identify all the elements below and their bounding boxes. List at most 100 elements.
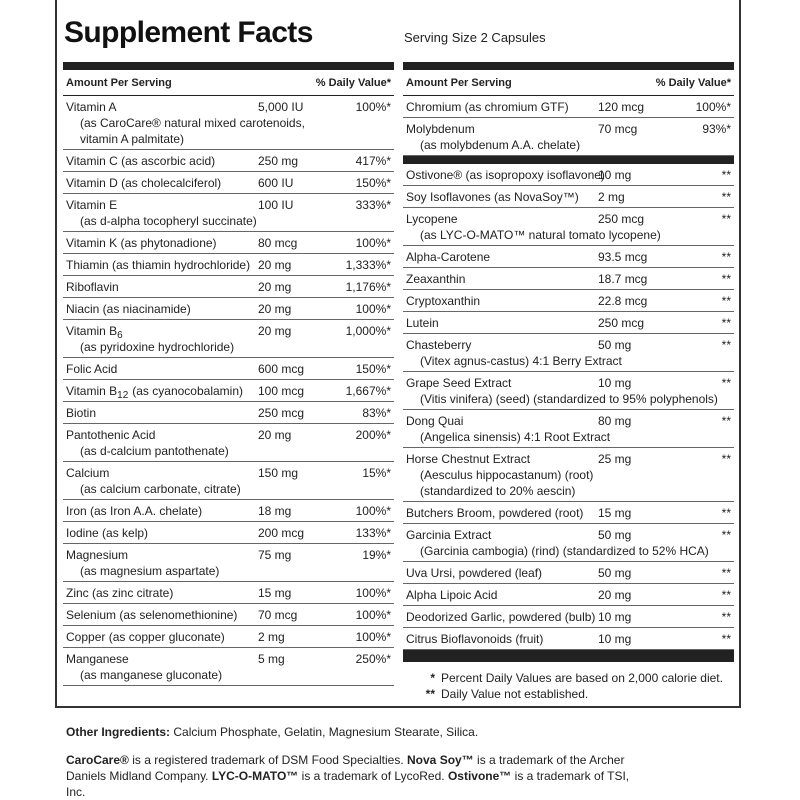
trademark-text: is a trademark of TSI, Inc.	[66, 769, 630, 799]
nutrient-name-cell: Iodine (as kelp)	[66, 525, 258, 541]
amount: 20 mg	[258, 258, 292, 272]
row-line: Alpha Lipoic Acid 20 mg **	[406, 587, 731, 603]
row-line: Uva Ursi, powdered (leaf) 50 mg **	[406, 565, 731, 581]
nutrient-row: Lutein 250 mcg **	[403, 312, 734, 334]
other-ingredients-label: Other Ingredients:	[66, 725, 171, 739]
nutrient-name: Dong Quai	[406, 414, 464, 428]
daily-value: **	[721, 566, 731, 580]
amount: 2 mg	[598, 190, 625, 204]
nutrient-name-cell: Chasteberry	[406, 337, 598, 353]
nutrient-name-cell: Selenium (as selenomethionine)	[66, 607, 258, 623]
nutrient-name-cell: Uva Ursi, powdered (leaf)	[406, 565, 598, 581]
nutrient-row: Iron (as Iron A.A. chelate) 18 mg 100%*	[63, 500, 394, 522]
nutrient-name-cell: Niacin (as niacinamide)	[66, 301, 258, 317]
amount: 150 mg	[258, 466, 299, 480]
thick-bar	[403, 156, 734, 164]
nutrient-name: Vitamin B	[66, 324, 118, 338]
nutrient-name-cell: Copper (as copper gluconate)	[66, 629, 258, 645]
daily-value: **	[721, 294, 731, 308]
footnote-mark: **	[425, 687, 435, 701]
nutrient-row: Chasteberry 50 mg ** (Vitex agnus-castus) 4…	[403, 334, 734, 372]
row-line: Deodorized Garlic, powdered (bulb) 10 mg *…	[406, 609, 731, 625]
amount: 22.8 mcg	[598, 294, 648, 308]
row-line: Niacin (as niacinamide) 20 mg 100%*	[66, 301, 391, 317]
row-line: Iron (as Iron A.A. chelate) 18 mg 100%*	[66, 503, 391, 519]
row-line: Zinc (as zinc citrate) 15 mg 100%*	[66, 585, 391, 601]
nutrient-detail: (as d-alpha tocopheryl succinate)	[80, 214, 257, 228]
trademark-text: is a trademark of LycoRed.	[301, 769, 445, 783]
nutrient-name: Butchers Broom, powdered (root)	[406, 506, 584, 520]
nutrient-name: Pantothenic Acid	[66, 428, 156, 442]
trademark-name: Nova Soy™	[407, 753, 474, 767]
nutrient-name: Magnesium	[66, 548, 129, 562]
nutrient-row: Molybdenum 70 mcg 93%* (as molybdenum A.A. …	[403, 118, 734, 156]
nutrient-name: Lutein	[406, 316, 439, 330]
nutrient-detail: (Vitis vinifera) (seed) (standardized to…	[420, 392, 718, 406]
row-line: Vitamin C (as ascorbic acid) 250 mg 417%*	[66, 153, 391, 169]
header-dv: % Daily Value*	[655, 77, 731, 89]
amount: 70 mcg	[258, 608, 298, 622]
nutrient-name: Alpha-Carotene	[406, 250, 491, 264]
right-column: Amount Per Serving % Daily Value* Chromium…	[403, 62, 734, 702]
nutrient-name-cell: Vitamin B12 (as cyanocobalamin)	[66, 383, 258, 401]
daily-value: 100%*	[695, 100, 731, 114]
nutrient-name: Manganese	[66, 652, 129, 666]
label-box	[55, 0, 741, 708]
nutrient-name-cell: Citrus Bioflavonoids (fruit)	[406, 631, 598, 647]
nutrient-detail: (as d-calcium pantothenate)	[80, 444, 229, 458]
nutrient-row: Vitamin K (as phytonadione) 80 mcg 100%*	[63, 232, 394, 254]
nutrient-detail: (as LYC-O-MATO™ natural tomato lycopene)	[420, 228, 661, 242]
row-line: Citrus Bioflavonoids (fruit) 10 mg **	[406, 631, 731, 647]
nutrient-row: Selenium (as selenomethionine) 70 mcg 100%…	[63, 604, 394, 626]
amount: 250 mg	[258, 154, 299, 168]
nutrient-detail: (as magnesium aspartate)	[80, 564, 220, 578]
trademark-name: Ostivone™	[447, 769, 512, 783]
row-line: Alpha-Carotene 93.5 mcg **	[406, 249, 731, 265]
daily-value: 100%*	[355, 608, 391, 622]
nutrient-subscript: 6	[117, 330, 123, 341]
row-line: Vitamin D (as cholecalciferol) 600 IU 150%…	[66, 175, 391, 191]
nutrient-row: Butchers Broom, powdered (root) 15 mg **	[403, 502, 734, 524]
nutrient-name-cell: Vitamin K (as phytonadione)	[66, 235, 258, 251]
nutrient-name: Zinc (as zinc citrate)	[66, 586, 174, 600]
nutrient-row: Dong Quai 80 mg ** (Angelica sinensis) 4:1 …	[403, 410, 734, 448]
amount: 600 IU	[258, 176, 294, 190]
amount: 120 mcg	[598, 100, 645, 114]
amount: 50 mg	[598, 528, 632, 542]
daily-value: **	[721, 316, 731, 330]
trademark-name: LYC-O-MATO™	[211, 769, 299, 783]
nutrient-row: Zinc (as zinc citrate) 15 mg 100%*	[63, 582, 394, 604]
daily-value: 19%*	[362, 548, 391, 562]
amount: 20 mg	[258, 302, 292, 316]
nutrient-detail: (as CaroCare® natural mixed carotenoids,	[80, 116, 305, 130]
amount: 75 mg	[258, 548, 292, 562]
column-header: Amount Per Serving % Daily Value*	[63, 70, 394, 96]
nutrient-row: Vitamin D (as cholecalciferol) 600 IU 150%…	[63, 172, 394, 194]
thick-bar	[63, 62, 394, 70]
daily-value: 100%*	[355, 504, 391, 518]
nutrient-name: Chasteberry	[406, 338, 472, 352]
daily-value: 150%*	[355, 176, 391, 190]
nutrient-name: Thiamin (as thiamin hydrochloride)	[66, 258, 251, 272]
row-line: Vitamin E 100 IU 333%*	[66, 197, 391, 213]
amount: 70 mcg	[598, 122, 638, 136]
nutrient-detail: (as pyridoxine hydrochloride)	[80, 340, 235, 354]
amount: 20 mg	[258, 428, 292, 442]
amount: 10 mg	[598, 632, 632, 646]
daily-value: 100%*	[355, 586, 391, 600]
row-line: Biotin 250 mcg 83%*	[66, 405, 391, 421]
amount: 20 mg	[598, 588, 632, 602]
nutrient-row: Riboflavin 20 mg 1,176%*	[63, 276, 394, 298]
nutrient-name: Vitamin B	[66, 384, 118, 398]
trademark-text: is a trademark of the Archer Daniels Mid…	[66, 753, 625, 783]
amount: 10 mg	[598, 168, 632, 182]
nutrient-name-cell: Iron (as Iron A.A. chelate)	[66, 503, 258, 519]
row-line: Zeaxanthin 18.7 mcg **	[406, 271, 731, 287]
nutrient-name: Molybdenum	[406, 122, 475, 136]
amount: 20 mg	[258, 324, 292, 338]
daily-value: **	[721, 190, 731, 204]
daily-value: **	[721, 376, 731, 390]
nutrient-name-cell: Horse Chestnut Extract	[406, 451, 598, 467]
daily-value: **	[721, 212, 731, 226]
